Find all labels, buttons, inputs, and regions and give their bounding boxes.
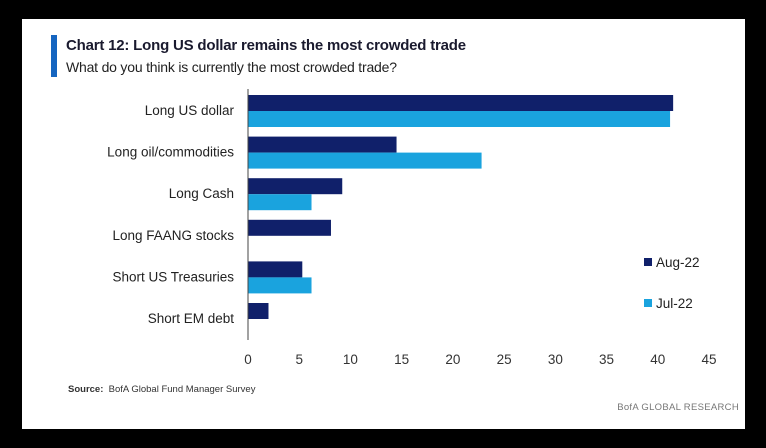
- category-label: Long oil/commodities: [107, 145, 234, 160]
- chart-subtitle: What do you think is currently the most …: [66, 59, 397, 75]
- brand-watermark: BofA GLOBAL RESEARCH: [617, 402, 739, 413]
- bar-aug-22: [248, 303, 269, 319]
- chart-title: Chart 12: Long US dollar remains the mos…: [66, 37, 466, 54]
- source-note: Source: BofA Global Fund Manager Survey: [68, 384, 255, 395]
- x-tick-label: 25: [497, 352, 512, 367]
- category-label: Long Cash: [169, 186, 234, 201]
- x-tick-label: 0: [244, 352, 252, 367]
- bar-aug-22: [248, 95, 674, 111]
- category-label: Short EM debt: [148, 311, 235, 326]
- legend-swatch-jul-22: [644, 299, 652, 307]
- bar-aug-22: [248, 178, 343, 195]
- category-label: Short US Treasuries: [112, 269, 234, 284]
- bar-chart: Long US dollar Long oil/commodities Long C…: [107, 89, 717, 367]
- category-label: Long US dollar: [145, 103, 235, 118]
- legend-swatch-aug-22: [644, 258, 652, 266]
- legend-label-aug-22: Aug-22: [656, 255, 700, 270]
- x-tick-label: 35: [599, 352, 614, 367]
- bar-jul-22: [248, 111, 671, 127]
- legend-label-jul-22: Jul-22: [656, 296, 693, 311]
- bar-aug-22: [248, 136, 397, 153]
- bar-aug-22: [248, 261, 303, 278]
- chart-panel: Chart 12: Long US dollar remains the mos…: [22, 19, 745, 429]
- x-tick-label: 20: [445, 352, 460, 367]
- category-label: Long FAANG stocks: [112, 228, 234, 243]
- x-tick-label: 45: [701, 352, 716, 367]
- x-tick-label: 40: [650, 352, 665, 367]
- bar-jul-22: [248, 194, 312, 211]
- source-text: BofA Global Fund Manager Survey: [108, 384, 256, 395]
- bar-jul-22: [248, 277, 312, 294]
- bar-aug-22: [248, 219, 331, 236]
- x-tick-label: 5: [295, 352, 303, 367]
- bar-jul-22: [248, 152, 482, 169]
- x-tick-label: 10: [343, 352, 358, 367]
- title-accent-bar: [51, 35, 57, 77]
- x-tick-label: 30: [548, 352, 563, 367]
- x-tick-label: 15: [394, 352, 409, 367]
- source-label: Source:: [68, 384, 104, 395]
